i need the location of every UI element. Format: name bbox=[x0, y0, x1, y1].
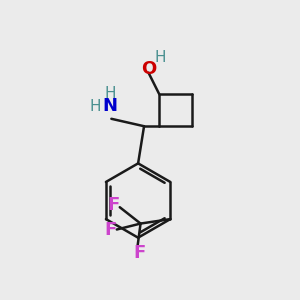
Text: O: O bbox=[141, 60, 156, 78]
Text: F: F bbox=[107, 196, 119, 214]
Text: H: H bbox=[104, 86, 116, 101]
Text: F: F bbox=[133, 244, 145, 262]
Text: H: H bbox=[89, 99, 101, 114]
Text: H: H bbox=[154, 50, 166, 65]
Text: F: F bbox=[104, 220, 116, 238]
Text: N: N bbox=[102, 97, 117, 115]
